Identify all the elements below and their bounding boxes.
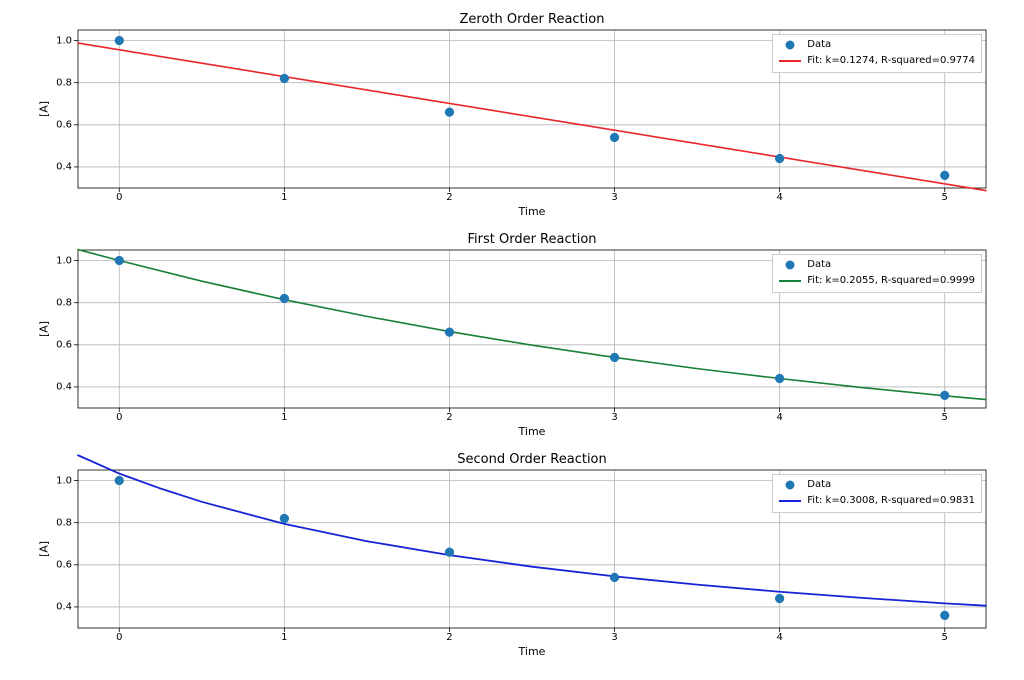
panel-first-order: First Order Reaction [A] Time Data Fit: … (78, 250, 986, 408)
x-axis-label: Time (78, 205, 986, 218)
legend-label: Data (807, 257, 831, 273)
legend-entry-data: Data (779, 477, 975, 493)
figure: Zeroth Order Reaction [A] Time Data Fit:… (0, 0, 1024, 680)
y-tick-label: 0.4 (56, 161, 72, 172)
panel-zeroth-order: Zeroth Order Reaction [A] Time Data Fit:… (78, 30, 986, 188)
x-tick-label: 5 (942, 632, 948, 643)
y-tick-label: 0.6 (56, 559, 72, 570)
y-tick-label: 0.8 (56, 297, 72, 308)
legend-line-icon (779, 55, 801, 67)
x-tick-label: 3 (611, 632, 617, 643)
x-tick-label: 3 (611, 192, 617, 203)
x-tick-label: 2 (446, 192, 452, 203)
x-tick-label: 1 (281, 632, 287, 643)
y-tick-label: 0.8 (56, 77, 72, 88)
legend-entry-data: Data (779, 257, 975, 273)
legend-marker-icon (779, 39, 801, 51)
x-tick-label: 1 (281, 192, 287, 203)
y-tick-label: 1.0 (56, 475, 72, 486)
legend-label: Data (807, 37, 831, 53)
x-tick-label: 4 (776, 412, 782, 423)
x-tick-label: 2 (446, 632, 452, 643)
legend-entry-fit: Fit: k=0.1274, R-squared=0.9774 (779, 53, 975, 69)
x-tick-label: 1 (281, 412, 287, 423)
y-tick-label: 0.6 (56, 339, 72, 350)
y-axis-label: [A] (38, 321, 51, 337)
legend-marker-icon (779, 479, 801, 491)
y-tick-label: 1.0 (56, 255, 72, 266)
legend-label: Fit: k=0.1274, R-squared=0.9774 (807, 53, 975, 69)
x-tick-label: 3 (611, 412, 617, 423)
legend: Data Fit: k=0.3008, R-squared=0.9831 (772, 474, 982, 513)
legend-entry-data: Data (779, 37, 975, 53)
y-tick-label: 0.6 (56, 119, 72, 130)
x-tick-label: 2 (446, 412, 452, 423)
panel-second-order: Second Order Reaction [A] Time Data Fit:… (78, 470, 986, 628)
y-axis-label: [A] (38, 541, 51, 557)
y-axis-label: [A] (38, 101, 51, 117)
legend: Data Fit: k=0.2055, R-squared=0.9999 (772, 254, 982, 293)
legend: Data Fit: k=0.1274, R-squared=0.9774 (772, 34, 982, 73)
y-tick-label: 0.8 (56, 517, 72, 528)
y-tick-label: 0.4 (56, 381, 72, 392)
x-tick-label: 4 (776, 192, 782, 203)
y-tick-label: 1.0 (56, 35, 72, 46)
legend-entry-fit: Fit: k=0.2055, R-squared=0.9999 (779, 273, 975, 289)
legend-label: Fit: k=0.3008, R-squared=0.9831 (807, 493, 975, 509)
legend-marker-icon (779, 259, 801, 271)
legend-line-icon (779, 275, 801, 287)
x-axis-label: Time (78, 425, 986, 438)
x-tick-label: 5 (942, 192, 948, 203)
x-tick-label: 0 (116, 412, 122, 423)
x-axis-label: Time (78, 645, 986, 658)
legend-label: Data (807, 477, 831, 493)
x-tick-label: 0 (116, 632, 122, 643)
x-tick-label: 0 (116, 192, 122, 203)
legend-label: Fit: k=0.2055, R-squared=0.9999 (807, 273, 975, 289)
legend-entry-fit: Fit: k=0.3008, R-squared=0.9831 (779, 493, 975, 509)
panel-title: Zeroth Order Reaction (78, 12, 986, 27)
x-tick-label: 5 (942, 412, 948, 423)
panel-title: First Order Reaction (78, 232, 986, 247)
y-tick-label: 0.4 (56, 601, 72, 612)
legend-line-icon (779, 495, 801, 507)
x-tick-label: 4 (776, 632, 782, 643)
panel-title: Second Order Reaction (78, 452, 986, 467)
